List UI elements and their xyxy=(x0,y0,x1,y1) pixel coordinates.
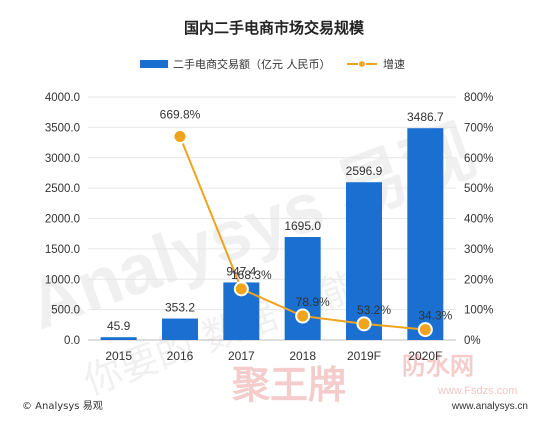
growth-point xyxy=(233,281,249,297)
x-tick-label: 2019F xyxy=(347,349,381,363)
y-axis-left: 0.0 500.0 1000.0 1500.0 2000.0 2500.0 3000.0 35… xyxy=(45,92,80,347)
growth-value-label: 53.2% xyxy=(357,303,391,317)
growth-value-label: 168.3% xyxy=(231,268,272,282)
y-right-tick-label: 700% xyxy=(464,122,493,134)
x-tick-label: 2017 xyxy=(228,349,255,363)
watermark-text-5: www.Fsdzs.com xyxy=(437,385,517,397)
y-right-tick-label: 800% xyxy=(464,92,493,104)
bar-value-label: 1695.0 xyxy=(284,219,321,233)
watermark-text-3: 聚王牌 xyxy=(231,363,346,407)
growth-point xyxy=(356,316,372,332)
bar-value-label: 353.2 xyxy=(165,301,195,315)
bar xyxy=(162,318,198,340)
bar-series xyxy=(100,128,444,340)
bar xyxy=(284,237,321,340)
watermark-fangshui: 聚王牌 防水网 www.Fsdzs.com xyxy=(231,352,517,407)
bar xyxy=(346,182,382,340)
chart-title: 国内二手电商市场交易规模 xyxy=(184,19,365,37)
y-right-tick-label: 300% xyxy=(464,244,493,256)
x-tick-label: 2016 xyxy=(167,349,194,363)
y-right-tick-label: 100% xyxy=(464,305,493,317)
legend-bar-swatch xyxy=(140,60,168,68)
legend: 二手电商交易额（亿元 人民币） 增速 xyxy=(140,57,405,71)
watermark-text-4: 防水网 xyxy=(402,352,474,380)
growth-value-label: 669.8% xyxy=(160,108,201,122)
growth-point xyxy=(417,322,433,338)
footer-source: © Analysys 易观 xyxy=(22,400,103,412)
x-tick-label: 2020F xyxy=(408,349,442,363)
bar xyxy=(100,337,137,340)
y-left-tick-label: 2500.0 xyxy=(45,183,80,195)
data-labels: 45.9 353.2 947.4 1695.0 2596.9 3486.7 669.8% 16… xyxy=(107,108,453,334)
x-axis: 2015 2016 2017 2018 2019F 2020F xyxy=(105,349,442,363)
legend-line-label: 增速 xyxy=(383,57,405,71)
bar-value-label: 947.4 xyxy=(226,264,256,278)
x-tick-label: 2015 xyxy=(105,349,132,363)
y-left-tick-label: 1500.0 xyxy=(45,244,80,256)
y-left-tick-label: 4000.0 xyxy=(45,92,80,104)
growth-point xyxy=(295,308,311,324)
y-left-tick-label: 500.0 xyxy=(51,305,80,317)
bar-value-label: 2596.9 xyxy=(346,164,383,178)
y-right-tick-label: 200% xyxy=(464,274,493,286)
legend-bar-label: 二手电商交易额（亿元 人民币） xyxy=(173,57,331,71)
y-right-tick-label: 500% xyxy=(464,183,493,195)
bar-value-label: 45.9 xyxy=(107,319,131,333)
y-left-tick-label: 0.0 xyxy=(64,335,80,347)
y-right-tick-label: 600% xyxy=(464,153,493,165)
y-left-tick-label: 3000.0 xyxy=(45,153,80,165)
growth-value-label: 78.9% xyxy=(296,295,330,309)
y-left-tick-label: 2000.0 xyxy=(45,214,80,226)
y-axis-right: 0% 100% 200% 300% 400% 500% 600% 700% 800% xyxy=(464,92,493,347)
legend-line-marker xyxy=(357,59,367,69)
y-left-tick-label: 1000.0 xyxy=(45,274,80,286)
growth-value-label: 34.3% xyxy=(418,309,452,323)
y-right-tick-label: 400% xyxy=(464,214,493,226)
x-tick-label: 2018 xyxy=(289,349,316,363)
y-left-tick-label: 3500.0 xyxy=(45,122,80,134)
grid xyxy=(88,96,456,341)
growth-line-series xyxy=(172,129,433,338)
footer-url: www.analysys.cn xyxy=(451,401,528,412)
growth-point xyxy=(172,129,188,145)
bar xyxy=(407,128,444,340)
y-right-tick-label: 0% xyxy=(464,335,481,347)
bar-value-label: 3486.7 xyxy=(407,110,444,124)
